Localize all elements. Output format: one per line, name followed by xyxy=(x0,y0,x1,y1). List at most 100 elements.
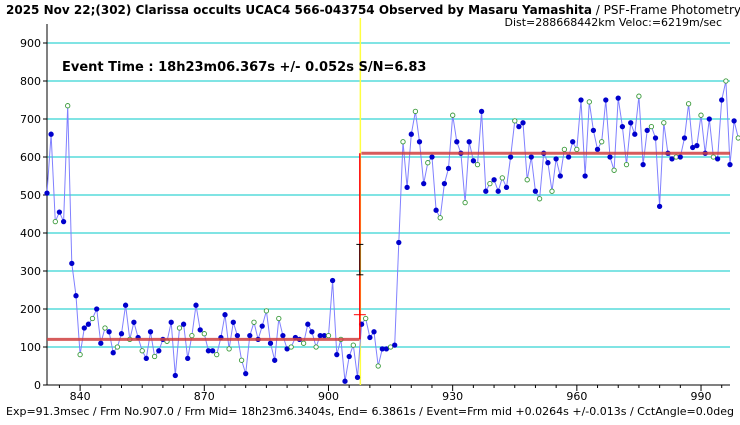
data-point xyxy=(524,177,530,183)
data-point xyxy=(284,346,290,352)
chart-title: 2025 Nov 22;(302) Clarissa occults UCAC4… xyxy=(6,3,740,17)
data-point xyxy=(599,139,605,145)
data-point xyxy=(640,161,646,168)
data-point xyxy=(139,348,145,354)
data-point xyxy=(73,293,79,299)
data-point xyxy=(656,203,663,210)
data-point xyxy=(404,184,410,191)
data-point xyxy=(110,350,116,356)
data-point xyxy=(623,161,630,168)
data-point xyxy=(280,332,286,339)
data-point xyxy=(52,218,58,225)
data-point xyxy=(677,154,683,160)
data-point xyxy=(193,302,199,308)
data-point xyxy=(342,378,348,384)
y-tick-label: 700 xyxy=(20,113,41,126)
data-point xyxy=(425,160,431,166)
data-point xyxy=(681,135,688,141)
data-point xyxy=(603,97,609,103)
data-point xyxy=(197,327,203,333)
y-tick-label: 300 xyxy=(20,265,41,278)
data-point xyxy=(727,161,733,168)
x-tick-label: 870 xyxy=(194,390,215,403)
data-point xyxy=(512,118,518,124)
data-point xyxy=(172,372,178,379)
data-point xyxy=(582,173,588,179)
data-point xyxy=(661,120,667,126)
data-point xyxy=(611,167,617,173)
data-point xyxy=(118,331,125,337)
data-point xyxy=(392,342,398,348)
data-point xyxy=(685,101,692,107)
data-point xyxy=(48,131,54,137)
y-tick-label: 800 xyxy=(20,75,41,88)
data-point xyxy=(350,342,356,348)
data-point xyxy=(487,180,493,187)
data-point xyxy=(367,334,373,341)
data-point xyxy=(628,120,634,126)
data-point xyxy=(77,351,83,358)
data-point xyxy=(450,112,456,118)
data-point xyxy=(89,315,96,322)
data-point xyxy=(114,344,121,350)
data-point xyxy=(300,340,307,346)
data-point xyxy=(714,156,721,162)
data-point xyxy=(615,95,621,101)
data-point xyxy=(437,215,443,221)
data-point xyxy=(85,321,92,327)
data-point xyxy=(607,154,613,160)
data-point xyxy=(321,332,327,339)
data-point xyxy=(454,139,460,145)
data-point xyxy=(65,103,71,109)
data-point xyxy=(94,306,100,312)
x-tick-label: 840 xyxy=(70,390,91,403)
data-point xyxy=(272,357,278,363)
data-point xyxy=(516,123,522,130)
data-point xyxy=(230,319,236,325)
data-point xyxy=(131,319,137,325)
x-tick-label: 900 xyxy=(318,390,339,403)
data-point xyxy=(325,332,332,339)
data-point xyxy=(69,260,75,267)
data-point xyxy=(243,370,249,377)
data-point xyxy=(532,188,539,194)
x-tick-label: 990 xyxy=(691,390,712,403)
data-point xyxy=(234,332,241,339)
data-point xyxy=(483,188,489,194)
x-tick-label: 930 xyxy=(442,390,463,403)
data-point xyxy=(334,351,340,358)
data-point xyxy=(263,308,270,314)
data-point xyxy=(147,329,154,335)
data-point xyxy=(553,156,559,162)
data-point xyxy=(503,184,510,191)
data-point xyxy=(706,116,712,122)
data-point xyxy=(222,312,228,318)
chart-subtitle: Dist=288668442km Veloc:=6219m/sec xyxy=(504,16,722,29)
data-point xyxy=(226,346,232,352)
data-point xyxy=(578,97,584,103)
data-point xyxy=(723,78,729,84)
data-point xyxy=(408,131,414,137)
data-point xyxy=(56,209,63,215)
data-point xyxy=(545,160,551,166)
y-tick-label: 100 xyxy=(20,341,41,354)
data-point xyxy=(44,190,50,196)
data-point xyxy=(81,325,87,331)
data-point xyxy=(694,142,700,149)
data-point xyxy=(561,146,568,153)
data-point xyxy=(276,315,282,322)
data-point xyxy=(690,144,696,151)
data-series-line xyxy=(46,80,739,382)
data-point xyxy=(462,199,468,206)
footer-info: Exp=91.3msec / Frm No.907.0 / Frm Mid= 1… xyxy=(6,405,734,418)
data-point xyxy=(288,344,294,350)
data-point xyxy=(400,139,406,145)
data-point xyxy=(329,277,336,284)
data-point xyxy=(478,108,485,115)
data-point xyxy=(267,340,274,346)
data-point xyxy=(421,180,427,187)
data-point xyxy=(412,108,419,115)
data-point xyxy=(433,207,439,213)
data-point xyxy=(507,154,514,160)
